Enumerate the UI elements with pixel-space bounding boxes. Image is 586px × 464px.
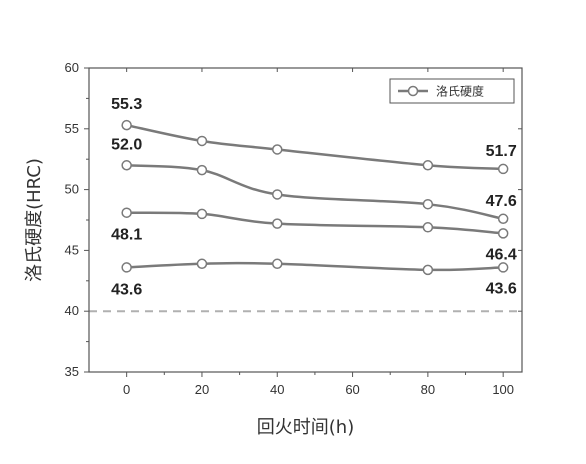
data-point (121, 207, 132, 218)
data-label: 43.6 (111, 281, 142, 298)
x-tick-label: 80 (421, 382, 435, 397)
data-label: 55.3 (111, 96, 142, 113)
data-label: 43.6 (486, 280, 517, 297)
data-point (422, 264, 434, 276)
data-point (121, 262, 132, 273)
x-tick-label: 100 (492, 382, 514, 397)
data-point (497, 228, 509, 239)
y-tick-label: 40 (65, 303, 79, 318)
data-point (196, 208, 208, 220)
legend-box (389, 78, 515, 104)
data-point (422, 160, 434, 171)
series-line-2 (126, 164, 504, 221)
y-tick-label: 50 (65, 182, 79, 197)
data-point (196, 135, 208, 147)
data-point (422, 222, 434, 233)
y-tick-label: 35 (65, 364, 79, 379)
data-point (497, 262, 509, 273)
y-tick-label: 45 (65, 242, 79, 257)
data-label: 46.4 (486, 246, 517, 263)
x-tick-label: 60 (345, 382, 359, 397)
legend-marker (407, 85, 419, 97)
data-point (497, 163, 509, 175)
x-tick-label: 20 (195, 382, 209, 397)
x-tick-label: 40 (270, 382, 284, 397)
data-point (272, 144, 283, 155)
data-label: 48.1 (111, 227, 142, 244)
data-point (196, 258, 208, 270)
series-line-4 (126, 261, 504, 272)
data-point (196, 164, 208, 176)
y-tick-label: 55 (65, 121, 79, 136)
data-point (121, 119, 132, 131)
x-tick-label: 0 (123, 382, 130, 397)
data-label: 52.0 (111, 136, 142, 153)
data-point (121, 160, 132, 171)
data-point (272, 258, 283, 270)
series-line-1 (126, 123, 504, 171)
y-axis-title: 洛氏硬度(HRC) (24, 158, 45, 282)
data-point (272, 189, 283, 200)
data-point (422, 198, 434, 210)
x-axis-title: 回火时间(h) (257, 417, 354, 438)
legend-label: 洛氏硬度 (436, 84, 484, 99)
data-label: 47.6 (486, 193, 517, 210)
data-label: 51.7 (486, 143, 517, 160)
data-point (272, 218, 283, 229)
y-tick-label: 60 (65, 60, 79, 75)
series-line-3 (126, 211, 504, 235)
plot-frame (88, 67, 523, 373)
data-point (497, 213, 509, 225)
